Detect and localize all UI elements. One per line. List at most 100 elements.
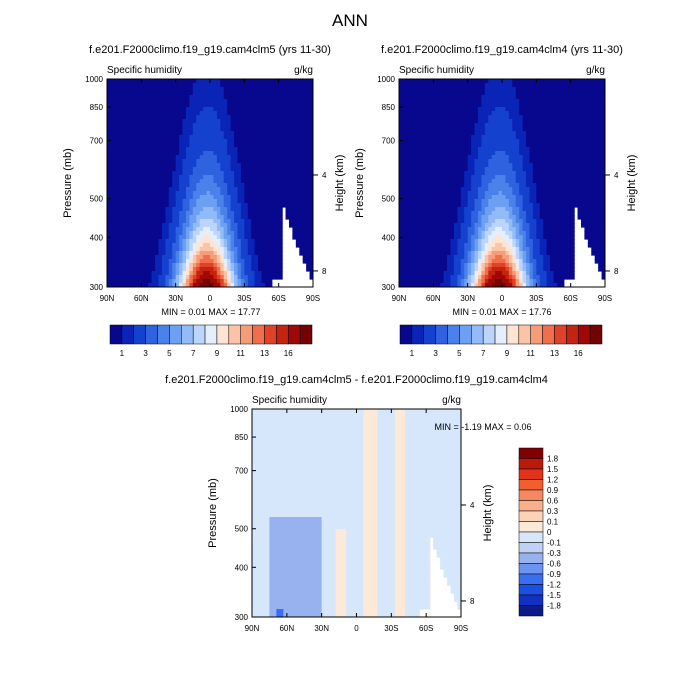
contour-cell [553, 135, 558, 140]
contour-cell [189, 171, 194, 176]
contour-cell [529, 191, 534, 196]
contour-cell [402, 91, 407, 96]
contour-cell [556, 111, 561, 116]
contour-cell [508, 127, 513, 132]
contour-cell [285, 199, 290, 204]
contour-cell [306, 195, 311, 200]
contour-cell [563, 87, 568, 92]
contour-cell [498, 103, 503, 108]
contour-cell [110, 183, 115, 188]
contour-cell [168, 95, 173, 100]
contour-cell [168, 191, 173, 196]
contour-cell [117, 171, 122, 176]
contour-cell [302, 259, 307, 264]
contour-cell [495, 123, 500, 128]
contour-cell [258, 139, 263, 144]
contour-cell [261, 119, 266, 124]
contour-cell [254, 139, 259, 144]
contour-cell [227, 95, 232, 100]
contour-cell [433, 127, 438, 132]
contour-cell [179, 211, 184, 216]
contour-cell [453, 83, 458, 88]
contour-cell [155, 199, 160, 204]
contour-cell [309, 127, 313, 132]
contour-cell [467, 159, 472, 164]
contour-cell [268, 139, 273, 144]
contour-cell [457, 123, 462, 128]
contour-cell [244, 179, 249, 184]
contour-cell [220, 139, 225, 144]
contour-cell [244, 203, 249, 208]
contour-cell [288, 179, 293, 184]
contour-cell [471, 187, 476, 192]
contour-cell [285, 131, 290, 136]
contour-cell [275, 267, 280, 272]
contour-cell [306, 135, 311, 140]
contour-cell [247, 239, 252, 244]
contour-cell [278, 231, 283, 236]
contour-cell [295, 207, 300, 212]
contour-cell [192, 147, 197, 152]
contour-cell [440, 139, 445, 144]
contour-cell [443, 135, 448, 140]
contour-cell [258, 103, 263, 108]
contour-cell [223, 283, 228, 287]
contour-cell [107, 151, 112, 156]
contour-cell [196, 251, 201, 256]
contour-cell [141, 91, 146, 96]
contour-cell [137, 215, 142, 220]
contour-cell [203, 187, 208, 192]
contour-cell [216, 263, 221, 268]
contour-cell [285, 107, 290, 112]
contour-cell [165, 267, 170, 272]
contour-cell [405, 115, 410, 120]
contour-cell [543, 99, 548, 104]
contour-cell [467, 99, 472, 104]
contour-cell [189, 187, 194, 192]
contour-cell [107, 131, 112, 136]
contour-cell [295, 91, 300, 96]
contour-cell [268, 227, 273, 232]
contour-cell [206, 195, 211, 200]
contour-cell [117, 223, 122, 228]
contour-cell [199, 119, 204, 124]
contour-cell [512, 191, 517, 196]
contour-cell [488, 175, 493, 180]
contour-cell [539, 191, 544, 196]
contour-cell [416, 175, 421, 180]
contour-cell [144, 99, 149, 104]
contour-cell [165, 199, 170, 204]
contour-cell [261, 103, 266, 108]
contour-cell [131, 259, 136, 264]
contour-cell [563, 171, 568, 176]
contour-cell [137, 223, 142, 228]
contour-cell [295, 151, 300, 156]
contour-cell [502, 95, 507, 100]
contour-cell [309, 119, 313, 124]
contour-cell [467, 163, 472, 168]
contour-cell [196, 247, 201, 252]
contour-cell [244, 139, 249, 144]
contour-cell [254, 159, 259, 164]
contour-cell [405, 111, 410, 116]
contour-cell [196, 219, 201, 224]
contour-cell [227, 107, 232, 112]
contour-cell [158, 219, 163, 224]
contour-cell [137, 231, 142, 236]
contour-cell [453, 159, 458, 164]
contour-cell [450, 115, 455, 120]
contour-cell [107, 231, 112, 236]
contour-cell [488, 83, 493, 88]
contour-cell [464, 151, 469, 156]
contour-cell [144, 267, 149, 272]
contour-cell [110, 211, 115, 216]
contour-cell [505, 191, 510, 196]
contour-cell [536, 191, 541, 196]
contour-cell [539, 115, 544, 120]
contour-cell [457, 111, 462, 116]
contour-cell [306, 151, 311, 156]
contour-cell [429, 127, 434, 132]
contour-cell [505, 167, 510, 172]
contour-cell [591, 95, 596, 100]
contour-cell [587, 187, 592, 192]
